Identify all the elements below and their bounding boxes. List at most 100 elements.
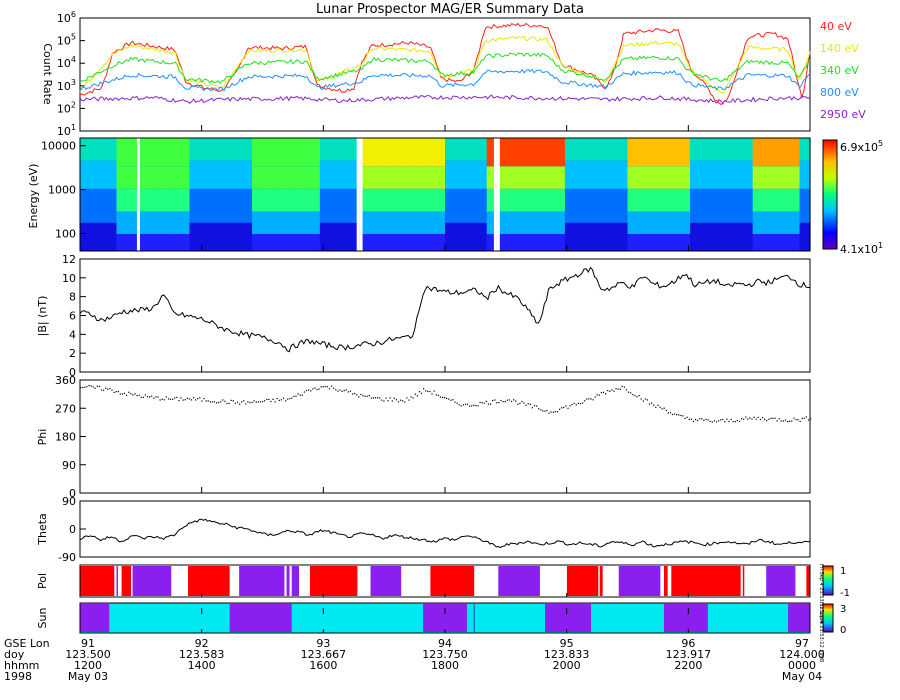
spectrogram-cell <box>690 160 696 189</box>
phi-point <box>724 421 726 423</box>
spectrogram-cell <box>564 160 571 189</box>
spectrogram-cell <box>768 234 775 251</box>
phi-point <box>186 397 188 399</box>
spectrogram-cell <box>653 211 660 235</box>
chart-title: Lunar Prospector MAG/ER Summary Data <box>316 2 584 17</box>
polarity-block-10 <box>430 566 475 596</box>
spectrogram-cell <box>757 188 764 212</box>
spectrogram-cell <box>403 138 410 167</box>
spectrogram-cell <box>518 234 524 251</box>
spectrogram-cell <box>742 138 749 161</box>
spectrogram-cell <box>747 138 754 161</box>
spectrogram-colorbar <box>822 139 838 250</box>
phi-point <box>253 400 255 402</box>
phi-point <box>454 401 456 403</box>
spectrogram-cell <box>153 211 159 235</box>
phi-point <box>590 398 592 400</box>
phi-point <box>600 392 602 394</box>
spectrogram-cell <box>731 188 738 223</box>
spectrogram-cell <box>184 166 191 189</box>
spectrogram-cell <box>111 188 118 223</box>
spectrogram-cell <box>382 234 389 251</box>
spectrogram-cell <box>617 222 623 251</box>
spectrogram-cell <box>450 188 457 223</box>
spectrogram-cell <box>664 188 670 212</box>
spectrogram-cell <box>664 211 670 235</box>
spectrogram-cell <box>439 211 446 235</box>
phi-point <box>351 393 354 395</box>
spectrogram-gap-3 <box>493 138 497 251</box>
spectrogram-cell <box>627 211 634 235</box>
phi-point <box>222 399 224 401</box>
spectrogram-cell <box>330 222 337 251</box>
spectrogram-cell <box>533 188 540 212</box>
phi-point <box>339 389 341 391</box>
phi-point <box>385 397 387 399</box>
phi-point <box>559 408 561 410</box>
spectrogram-cell <box>283 188 290 212</box>
spectrogram-cell <box>372 166 378 189</box>
phi-point <box>349 390 351 392</box>
spectrogram-cell <box>773 166 780 189</box>
x-tick-4-1: 123.833 <box>544 648 590 661</box>
spectrogram-cell <box>627 166 634 189</box>
spectrogram-cell <box>549 188 556 212</box>
spectrogram-cell <box>361 166 368 189</box>
spectrogram-cell <box>726 222 733 251</box>
phi-point <box>523 402 525 404</box>
spectrogram-cell <box>622 222 629 251</box>
spectrogram-cell <box>643 234 649 251</box>
spectrogram-cell <box>309 166 316 189</box>
spectrogram-cell <box>455 222 462 251</box>
x-tick-1-0: 92 <box>195 637 209 650</box>
phi-point <box>475 405 477 407</box>
spectrogram-cell <box>398 188 404 212</box>
spectrogram-cell <box>325 222 331 251</box>
spectrogram-cell <box>502 188 509 212</box>
spectrogram-cell <box>648 188 655 212</box>
spectrogram-cell <box>690 188 696 223</box>
phi-point <box>623 386 625 388</box>
spectrogram-cell <box>413 211 420 235</box>
phi-point <box>368 395 370 397</box>
spectrogram-cell <box>434 138 441 167</box>
phi-point <box>224 400 226 402</box>
phi-point <box>370 397 372 399</box>
phi-point <box>82 386 84 389</box>
phi-point <box>492 400 494 402</box>
spectrogram-cell <box>601 160 608 189</box>
spectrogram-cell <box>465 222 472 251</box>
spectrogram-cell <box>763 166 769 189</box>
phi-point <box>335 389 337 391</box>
spectrogram-cell <box>789 138 795 167</box>
spectrogram-cell <box>132 188 138 212</box>
spectrogram-cell <box>147 166 154 189</box>
spectrogram-cell <box>210 160 217 189</box>
spectrogram-cell <box>700 188 707 223</box>
phi-point <box>282 397 285 399</box>
spectrogram-cell <box>424 234 430 251</box>
spectrogram-cell <box>345 160 352 189</box>
spectrogram-cell <box>559 234 566 251</box>
spectrogram-cell <box>617 160 623 189</box>
spectrogram-cell <box>309 138 316 167</box>
spectrogram-cell <box>137 234 144 251</box>
phi-point <box>393 397 395 399</box>
spectrogram-cell <box>121 138 128 167</box>
spectrogram-cell <box>408 211 415 235</box>
spectrogram-cell <box>173 211 180 235</box>
phi-point <box>619 388 621 390</box>
phi-point <box>308 389 310 391</box>
phi-point <box>738 420 741 422</box>
spectrogram-cell <box>226 160 232 189</box>
spectrogram-cell <box>398 234 404 251</box>
phi-point <box>686 416 688 418</box>
spectrogram-cell <box>413 188 420 212</box>
count-rate-ytick-label: 105 <box>57 33 76 48</box>
spectrogram-cell <box>439 138 446 167</box>
spectrogram-cell <box>507 166 514 189</box>
spectrogram-cell <box>403 234 410 251</box>
phi-point <box>136 395 138 397</box>
spectrogram-cell <box>299 166 305 189</box>
count-rate-legend: 40 eV 140 eV 340 eV 800 eV 2950 eV <box>820 20 866 121</box>
